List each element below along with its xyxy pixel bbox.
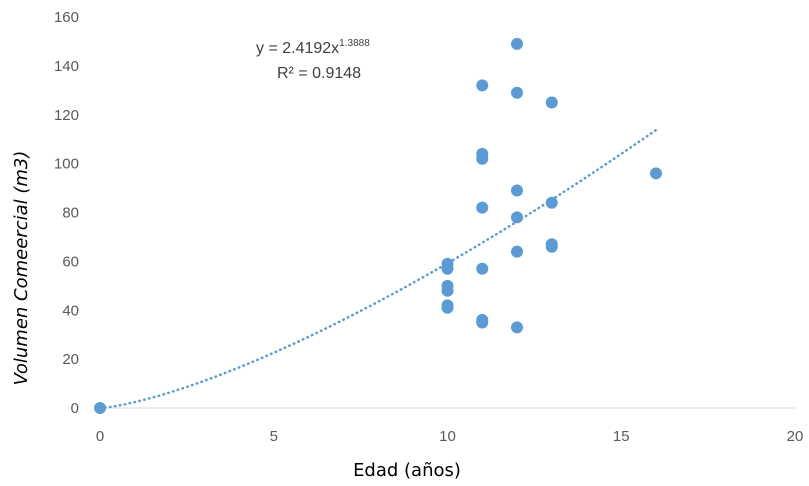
y-tick-labels: 0 20 40 60 80 100 120 140 160 [54,9,79,417]
x-tick-label: 15 [613,428,630,445]
y-tick-label: 80 [62,205,79,222]
trendline-equation: y = 2.4192x1.3888 R² = 0.9148 [256,38,370,82]
data-point [545,196,558,209]
y-tick-label: 120 [54,107,79,124]
y-tick-label: 160 [54,9,79,26]
equation-label: y = 2.4192x1.3888 [256,38,370,57]
data-point [476,201,489,214]
data-point [441,301,454,314]
data-point [94,402,106,414]
y-tick-label: 100 [54,156,79,173]
y-tick-label: 140 [54,58,79,75]
data-point [476,152,489,165]
r-squared-label: R² = 0.9148 [277,65,361,82]
data-point [545,240,558,253]
data-point [511,184,523,197]
power-trendline [98,128,658,410]
x-tick-labels: 0 5 10 15 20 [96,428,804,445]
data-point [511,211,523,224]
x-tick-label: 20 [787,428,804,445]
y-tick-label: 20 [62,351,79,368]
data-point [511,37,523,50]
data-point [476,79,489,92]
y-tick-label: 40 [62,302,79,319]
data-point [545,96,558,109]
y-tick-label: 0 [71,400,79,417]
data-point [476,316,489,329]
x-axis-title: Edad (años) [353,460,461,481]
x-tick-label: 10 [439,428,456,445]
y-axis-title: Volumen Comeercial (m3) [11,151,32,386]
x-tick-label: 0 [96,428,104,445]
data-point [441,262,454,275]
data-point [476,262,489,275]
data-point [511,321,523,334]
x-tick-label: 5 [270,428,278,445]
data-points [94,37,662,414]
data-point [511,245,523,258]
data-point [650,167,662,180]
data-point [511,86,523,99]
y-tick-label: 60 [62,253,79,270]
data-point [441,284,454,297]
